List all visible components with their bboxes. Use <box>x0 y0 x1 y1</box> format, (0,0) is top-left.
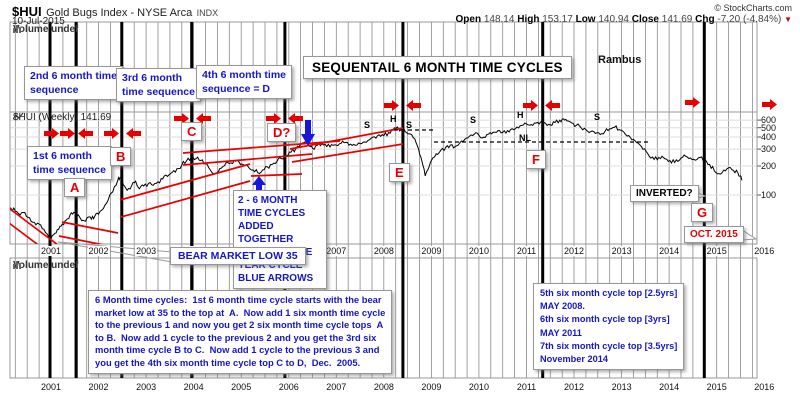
x-axis-year-label-bottom: 2011 <box>515 382 538 392</box>
copyright: © StockCharts.com <box>714 3 792 13</box>
x-axis-year-label-mid: 2009 <box>420 246 443 256</box>
annotation-cycle-explanation: 6 Month time cycles: 1st 6 month time cy… <box>88 290 393 374</box>
high-label: High <box>517 14 540 25</box>
chart-header: $HUI Gold Bugs Index - NYSE Arca INDX <box>12 3 218 21</box>
annotation-4th-sequence: 4th 6 month time sequence = D <box>196 65 293 99</box>
volume-bars-icon <box>13 261 21 269</box>
price-panel-label: $HUI (Weekly) 141.69 <box>13 112 112 123</box>
low-label: Low <box>575 14 596 25</box>
chart-main-title: SEQUENTAIL 6 MONTH TIME CYCLES <box>303 56 572 79</box>
x-axis-year-label-mid: 2014 <box>658 246 681 256</box>
pattern-label-S: S <box>406 120 413 130</box>
y-axis-price-label: 500 <box>761 123 777 133</box>
x-axis-year-label-mid: 2008 <box>372 246 395 256</box>
x-axis-year-label-bottom: 2007 <box>325 382 348 392</box>
x-axis-year-label-bottom: 2009 <box>420 382 443 392</box>
volume-panel-label-top: Volume undef <box>13 24 79 35</box>
cycle-letter-F: F <box>526 150 546 169</box>
index-title: Gold Bugs Index - NYSE Arca <box>46 7 193 19</box>
annotation-bear-market-low: BEAR MARKET LOW 35 <box>170 247 306 265</box>
pattern-label-H: H <box>517 110 524 120</box>
cycle-letter-C: C <box>181 122 203 141</box>
x-axis-year-label-mid: 2001 <box>39 246 63 256</box>
x-axis-year-label-bottom: 2006 <box>277 382 300 392</box>
open-value: 148.14 <box>483 14 515 25</box>
pattern-label-S: S <box>470 115 477 125</box>
x-axis-year-label-mid: 2015 <box>705 246 728 256</box>
x-axis-year-label-bottom: 2005 <box>230 382 253 392</box>
x-axis-year-label-mid: 2016 <box>753 246 776 256</box>
x-axis-year-label-bottom: 2003 <box>135 382 158 392</box>
x-axis-year-label-bottom: 2004 <box>182 382 205 392</box>
y-axis-price-label: 100 <box>761 190 777 200</box>
y-axis-price-label: 400 <box>761 132 777 142</box>
annotation-one-year-cycle: 2 - 6 MONTH TIME CYCLES ADDED TOGETHER M… <box>233 190 327 289</box>
x-axis-year-label-mid: 2010 <box>467 246 490 256</box>
chg-value: -7.20 (-4.84%) <box>717 14 782 25</box>
chg-label: Chg <box>695 14 715 25</box>
line-chart-icon <box>13 112 24 120</box>
annotation-3rd-sequence: 3rd 6 month time sequence <box>116 68 201 102</box>
high-value: 153.17 <box>542 14 573 25</box>
cycle-letter-E: E <box>389 163 410 182</box>
pattern-label-NL: NL <box>519 133 531 143</box>
y-axis-price-label: 200 <box>761 161 777 171</box>
x-axis-year-label-bottom: 2001 <box>39 382 63 392</box>
x-axis-year-label-bottom: 2013 <box>610 382 633 392</box>
x-axis-year-label-mid: 2013 <box>610 246 633 256</box>
open-label: Open <box>455 14 482 25</box>
cycle-letter-G: G <box>691 203 714 222</box>
annotation-cycle-tops-list: 5th six month cycle top [2.5yrs] MAY 200… <box>533 283 685 371</box>
x-axis-year-label-mid: 2012 <box>563 246 586 256</box>
x-axis-year-label-mid: 2002 <box>87 246 110 256</box>
pattern-label-S: S <box>364 120 371 130</box>
pattern-label-S: S <box>594 112 601 122</box>
quote-line: Open 148.14 High 153.17 Low 140.94 Close… <box>456 14 793 25</box>
x-axis-year-label-bottom: 2016 <box>753 382 776 392</box>
annotation-1st-sequence: 1st 6 month time sequence <box>27 146 112 180</box>
low-value: 140.94 <box>598 14 629 25</box>
cycle-letter-D: D? <box>267 123 297 142</box>
cycle-letter-B: B <box>110 147 132 166</box>
annotation-2nd-sequence: 2nd 6 month time sequence <box>24 66 123 100</box>
x-axis-year-label-bottom: 2015 <box>705 382 728 392</box>
x-axis-year-label-mid: 2007 <box>325 246 348 256</box>
x-axis-year-label-bottom: 2014 <box>658 382 681 392</box>
x-axis-year-label-bottom: 2012 <box>563 382 586 392</box>
author-signature: Rambus <box>598 54 642 66</box>
symbol: $HUI <box>12 4 42 19</box>
close-label: Close <box>631 14 659 25</box>
volume-bars-icon <box>13 25 21 33</box>
volume-panel-label-bottom: Volume undef <box>13 260 79 271</box>
x-axis-year-label-bottom: 2010 <box>467 382 490 392</box>
x-axis-year-label-mid: 2003 <box>135 246 158 256</box>
cycle-letter-A: A <box>64 178 86 197</box>
down-triangle-icon: ▼ <box>784 15 792 24</box>
x-axis-year-label-mid: 2011 <box>515 246 538 256</box>
x-axis-year-label-bottom: 2002 <box>87 382 110 392</box>
pattern-label-H: H <box>390 114 397 124</box>
chart-date: 10-Jul-2015 <box>12 16 65 27</box>
annotation-oct-2015: OCT. 2015 <box>684 226 744 243</box>
y-axis-price-label: 300 <box>761 144 777 154</box>
close-value: 141.69 <box>661 14 693 25</box>
y-axis-price-label: 600 <box>761 115 777 125</box>
annotation-inverted: INVERTED? <box>630 185 699 202</box>
exchange-tag: INDX <box>196 8 219 18</box>
x-axis-year-label-bottom: 2008 <box>372 382 395 392</box>
